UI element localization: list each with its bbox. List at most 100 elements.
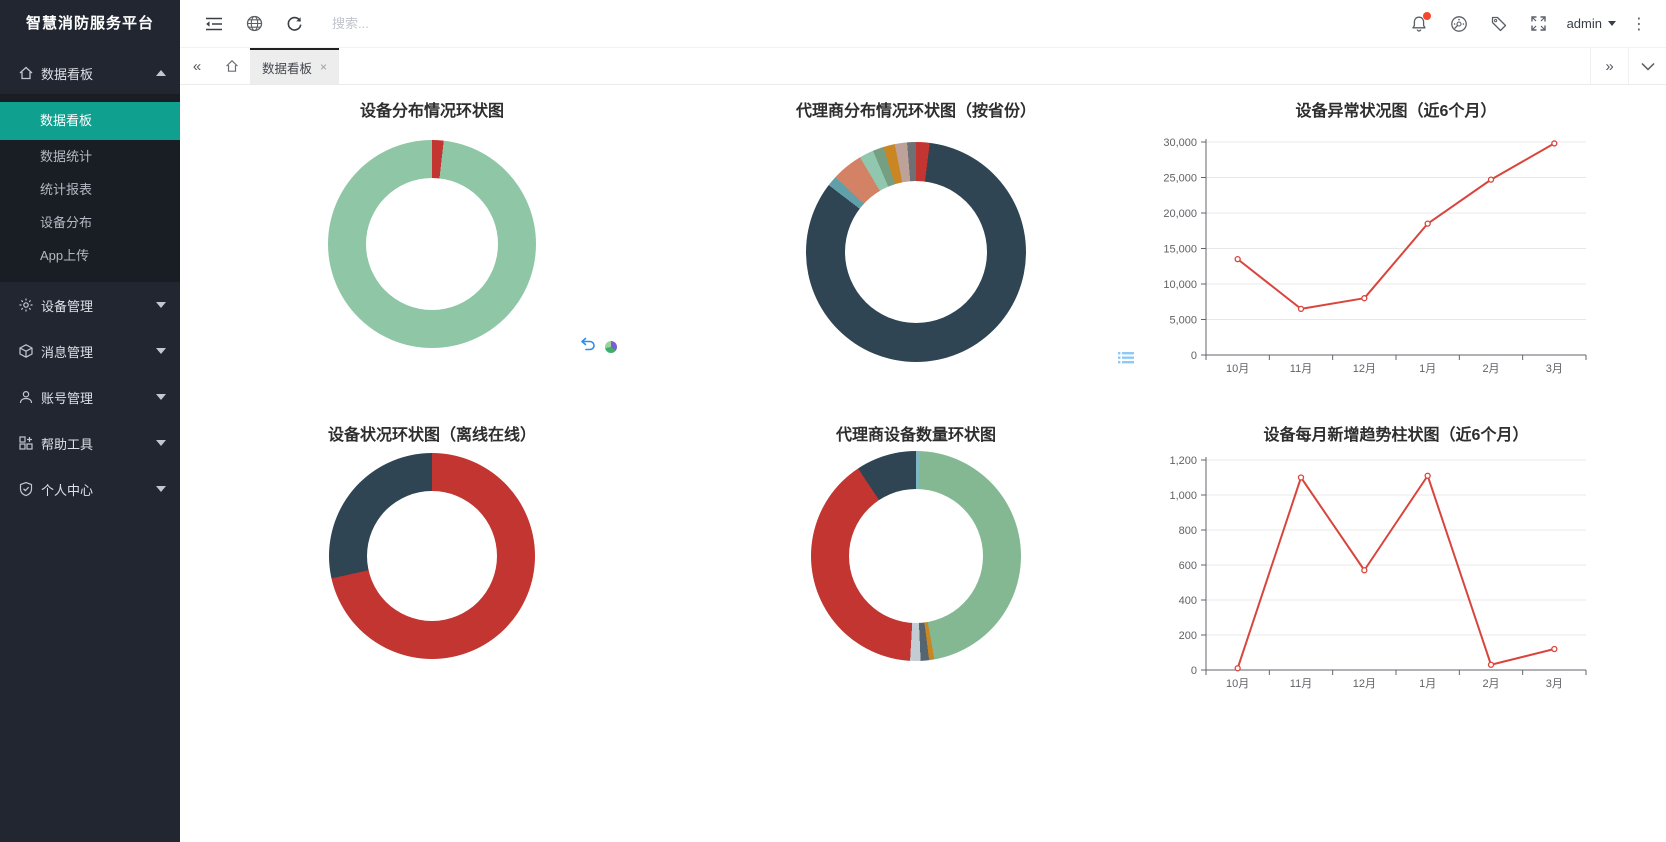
line-chart-device-abnormal[interactable]: 0 5,000 10,000 15,000 20,000 25,000 30,000 10月 1… [1146,130,1606,380]
topbar-right: admin ⋮ [1399,0,1652,48]
tab-close-icon[interactable]: × [320,60,328,74]
user-name: admin [1566,16,1602,31]
chevron-up-icon [156,70,166,76]
donut-hole [845,181,987,323]
svg-text:10,000: 10,000 [1163,279,1197,291]
tab-data-dashboard[interactable]: 数据看板 × [250,48,340,84]
svg-text:1,000: 1,000 [1169,490,1197,502]
donut-chart-device-status[interactable] [329,453,535,659]
svg-text:0: 0 [1191,350,1197,362]
chart-toolbox-right [1118,351,1134,370]
chart-toolbox-middle [580,337,617,356]
sidebar-item-label: 账号管理 [41,390,94,406]
tools-icon [18,435,34,451]
chevron-down-icon [1608,21,1616,26]
svg-text:1,200: 1,200 [1169,455,1197,467]
sidebar: 智慧消防服务平台 数据看板 数据看板 数据统计 统计报表 设备分布 App上传 … [0,0,180,842]
sidebar-section-dashboard: 数据看板 数据看板 数据统计 统计报表 设备分布 App上传 [0,52,180,282]
gauge-icon[interactable] [1439,0,1479,48]
chart-title-monthly-new-trend: 设备每月新增趋势柱状图（近6个月） [1263,427,1529,444]
chart-title-device-distribution: 设备分布情况环状图 [359,103,504,120]
sidebar-subitem-device-distribution[interactable]: 设备分布 [40,215,93,230]
svg-text:10月: 10月 [1226,678,1249,690]
sidebar-item-device-management[interactable]: 设备管理 [0,282,180,328]
tab-label: 数据看板 [262,61,313,76]
tabs-scroll-right-icon[interactable]: » [1590,48,1628,84]
svg-text:3月: 3月 [1546,678,1563,690]
svg-text:3月: 3月 [1546,363,1563,375]
sidebar-submenu: 数据看板 数据统计 统计报表 设备分布 App上传 [0,94,180,282]
sidebar-item-message-management[interactable]: 消息管理 [0,328,180,374]
chevron-down-icon [156,302,166,308]
svg-text:600: 600 [1179,560,1197,572]
tabs-scroll-left-icon[interactable]: « [192,57,202,75]
user-icon [18,389,34,405]
tabbar: « 数据看板 × » [180,48,1666,85]
sidebar-item-personal-center[interactable]: 个人中心 [0,466,180,512]
donut-hole [367,491,497,621]
chart-title-device-abnormal: 设备异常状况图（近6个月） [1295,103,1497,120]
chevron-down-icon [156,486,166,492]
sidebar-groups: 设备管理 消息管理 账号管理 帮助工具 [0,282,180,512]
sidebar-item-label: 数据看板 [41,66,94,82]
bell-icon[interactable] [1399,0,1439,48]
donut-chart-device-distribution[interactable] [328,140,536,348]
donut-chart-agent-distribution[interactable] [806,142,1026,362]
svg-text:10月: 10月 [1226,363,1249,375]
user-menu[interactable]: admin [1567,16,1616,31]
svg-text:20,000: 20,000 [1163,208,1197,220]
sidebar-subitem-statistic-report[interactable]: 统计报表 [40,182,93,197]
svg-text:2月: 2月 [1482,363,1499,375]
svg-text:30,000: 30,000 [1163,137,1197,149]
box-icon [18,343,34,359]
sidebar-subitem-app-upload[interactable]: App上传 [40,248,90,263]
sidebar-item-label: 设备管理 [41,298,94,314]
chart-title-device-status: 设备状况环状图（离线在线） [327,427,536,444]
refresh-icon[interactable] [274,0,314,48]
tab-home-icon[interactable] [214,48,250,84]
fullscreen-icon[interactable] [1519,0,1559,48]
sidebar-subitem-data-dashboard[interactable]: 数据看板 [0,102,180,140]
home-icon [18,65,34,81]
sidebar-item-account-management[interactable]: 账号管理 [0,374,180,420]
shield-icon [18,481,34,497]
app-title: 智慧消防服务平台 [25,15,154,32]
theme-circle-icon[interactable] [605,340,617,353]
sidebar-item-data-dashboard[interactable]: 数据看板 [0,52,180,94]
chevron-down-icon [156,348,166,354]
more-icon[interactable]: ⋮ [1631,15,1647,33]
tabs-collapse-icon[interactable] [1628,48,1666,84]
svg-text:12月: 12月 [1353,363,1376,375]
line-chart-monthly-new-trend[interactable]: 0 200 400 600 800 1,000 1,200 10月 11月 12月 1月 2月 3月 [1146,448,1606,696]
svg-text:12月: 12月 [1353,678,1376,690]
search-input[interactable] [332,16,552,31]
menu-fold-icon[interactable] [194,0,234,48]
svg-text:400: 400 [1179,595,1197,607]
svg-text:11月: 11月 [1290,363,1312,375]
sidebar-item-label: 帮助工具 [41,436,94,452]
chevron-down-icon [156,440,166,446]
svg-text:800: 800 [1179,525,1197,537]
chart-title-agent-distribution: 代理商分布情况环状图（按省份） [795,103,1036,120]
chevron-down-icon [156,394,166,400]
donut-hole [849,489,983,623]
sidebar-item-label: 个人中心 [41,482,94,498]
svg-text:1月: 1月 [1419,363,1436,375]
sidebar-subitem-data-statistics[interactable]: 数据统计 [40,149,93,164]
svg-text:2月: 2月 [1482,678,1499,690]
donut-chart-agent-device-count[interactable] [811,451,1021,661]
data-view-icon[interactable] [1118,351,1134,370]
undo-icon[interactable] [580,337,596,356]
donut-hole [366,178,498,310]
gear-icon [18,297,34,313]
globe-icon[interactable] [234,0,274,48]
svg-text:25,000: 25,000 [1163,173,1197,185]
chart-title-agent-device-count: 代理商设备数量环状图 [835,427,996,444]
tag-icon[interactable] [1479,0,1519,48]
topbar: admin ⋮ [180,0,1666,48]
svg-text:11月: 11月 [1290,678,1312,690]
svg-text:1月: 1月 [1419,678,1436,690]
sidebar-item-help-tools[interactable]: 帮助工具 [0,420,180,466]
tabbar-right: » [1590,48,1666,84]
